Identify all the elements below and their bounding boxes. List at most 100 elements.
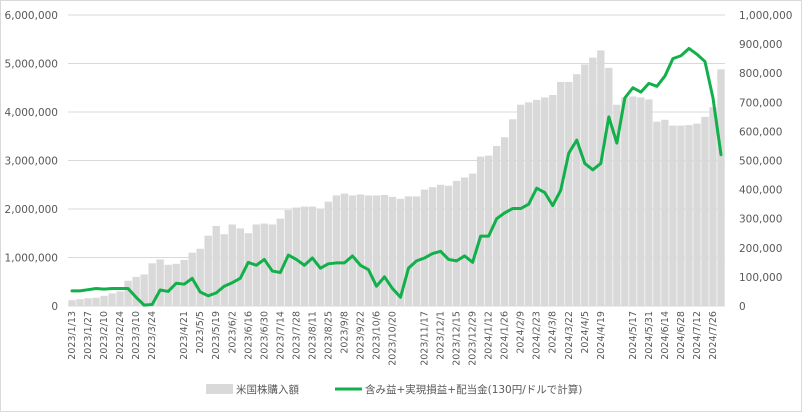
bar bbox=[444, 185, 453, 306]
bar bbox=[669, 125, 677, 306]
bar bbox=[468, 173, 477, 306]
bar bbox=[492, 145, 501, 306]
x-tick-label: 2024/2/23 bbox=[532, 311, 543, 360]
y-right-tick-label: 700,000 bbox=[739, 97, 782, 109]
bar bbox=[276, 218, 285, 306]
x-tick-label: 2023/2/24 bbox=[115, 311, 126, 360]
bar bbox=[84, 298, 92, 306]
bar bbox=[140, 274, 148, 306]
x-tick-label: 2023/1/27 bbox=[83, 311, 94, 360]
bar bbox=[573, 74, 581, 306]
x-tick-label: 2023/12/29 bbox=[468, 311, 479, 366]
bar bbox=[621, 97, 629, 306]
bar bbox=[212, 225, 220, 306]
y-left-tick-label: 5,000,000 bbox=[5, 59, 58, 71]
bar bbox=[260, 223, 268, 306]
y-right-tick-label: 200,000 bbox=[739, 243, 782, 255]
bar bbox=[508, 119, 517, 307]
bar bbox=[156, 259, 164, 306]
bar bbox=[661, 119, 669, 306]
bar bbox=[581, 64, 589, 306]
bar bbox=[484, 155, 493, 306]
bar bbox=[268, 224, 276, 306]
bar bbox=[685, 125, 693, 306]
y-right-tick-label: 100,000 bbox=[739, 272, 782, 284]
x-tick-label: 2023/2/10 bbox=[99, 311, 110, 360]
x-tick-label: 2024/4/19 bbox=[596, 311, 607, 360]
bar bbox=[204, 235, 212, 306]
bar bbox=[613, 104, 621, 306]
x-tick-label: 2024/6/28 bbox=[676, 311, 687, 360]
x-tick-label: 2023/12/15 bbox=[452, 311, 463, 366]
x-tick-label: 2023/7/28 bbox=[291, 311, 302, 360]
bar bbox=[476, 156, 485, 306]
y-left-tick-label: 6,000,000 bbox=[5, 10, 58, 22]
x-tick-label: 2024/1/12 bbox=[484, 311, 495, 360]
y-right-tick-label: 0 bbox=[739, 301, 746, 313]
bar bbox=[557, 81, 565, 307]
y-left-tick-label: 2,000,000 bbox=[5, 204, 58, 216]
bar bbox=[236, 228, 244, 306]
x-tick-label: 2023/8/11 bbox=[307, 311, 318, 360]
y-left-tick-label: 0 bbox=[51, 301, 58, 313]
bar bbox=[300, 206, 309, 306]
bar bbox=[220, 234, 228, 306]
y-right-tick-label: 400,000 bbox=[739, 185, 782, 197]
x-tick-label: 2024/6/14 bbox=[660, 311, 671, 360]
x-tick-label: 2023/9/22 bbox=[355, 311, 366, 360]
bar bbox=[541, 97, 549, 306]
y-axis-right: 0 100,000 200,000 300,000 400,000 500,000 600,… bbox=[739, 10, 792, 313]
bar bbox=[517, 104, 525, 306]
bar bbox=[452, 180, 461, 306]
bar bbox=[428, 187, 437, 306]
bar bbox=[228, 224, 236, 306]
y-left-tick-label: 3,000,000 bbox=[5, 156, 58, 168]
x-tick-label: 2023/3/24 bbox=[147, 311, 158, 360]
bar bbox=[372, 195, 381, 306]
bar bbox=[396, 198, 405, 306]
bar bbox=[116, 291, 124, 306]
y-axis-left: 0 1,000,000 2,000,000 3,000,000 4,000,000 5,0… bbox=[5, 10, 58, 313]
bar bbox=[717, 69, 725, 306]
x-tick-label: 2024/2/9 bbox=[516, 311, 527, 354]
x-tick-label: 2024/7/26 bbox=[708, 311, 719, 360]
bar bbox=[196, 248, 204, 306]
x-tick-label: 2023/6/16 bbox=[243, 311, 254, 360]
legend-label-purchase-amount: 米国株購入額 bbox=[236, 383, 299, 396]
bar bbox=[589, 57, 597, 307]
bar bbox=[677, 125, 685, 306]
x-tick-label: 2024/5/31 bbox=[644, 311, 655, 360]
bar bbox=[629, 96, 637, 306]
y-right-tick-label: 800,000 bbox=[739, 68, 782, 80]
x-tick-label: 2024/7/12 bbox=[692, 311, 703, 360]
bar bbox=[605, 67, 613, 307]
x-tick-label: 2024/4/5 bbox=[580, 311, 591, 354]
bar bbox=[533, 99, 541, 306]
bar bbox=[701, 116, 709, 306]
y-right-tick-label: 300,000 bbox=[739, 214, 782, 226]
bar bbox=[308, 206, 317, 306]
x-tick-label: 2023/6/30 bbox=[259, 311, 270, 360]
x-tick-label: 2023/3/10 bbox=[131, 311, 142, 360]
bar bbox=[460, 177, 469, 306]
x-tick-label: 2024/3/22 bbox=[564, 311, 575, 360]
x-tick-label: 2023/5/19 bbox=[211, 311, 222, 360]
bar bbox=[292, 207, 301, 306]
bar bbox=[244, 233, 252, 306]
x-tick-label: 2023/8/25 bbox=[323, 311, 334, 360]
bar bbox=[709, 107, 717, 307]
x-tick-label: 2024/1/26 bbox=[500, 311, 511, 360]
bar bbox=[565, 81, 573, 307]
bar bbox=[597, 50, 605, 306]
bar bbox=[340, 193, 349, 306]
bar bbox=[348, 195, 357, 306]
x-tick-label: 2023/5/5 bbox=[195, 311, 206, 354]
x-tick-label: 2023/7/14 bbox=[275, 311, 286, 360]
legend: 米国株購入額 含み益+実現損益+配当金(130円/ドルで計算) bbox=[206, 383, 582, 396]
y-right-tick-label: 500,000 bbox=[739, 156, 782, 168]
bar bbox=[148, 263, 156, 306]
bar-series-purchase-amount bbox=[68, 50, 725, 307]
bar bbox=[68, 300, 76, 306]
bar bbox=[653, 121, 661, 306]
x-tick-label: 2023/12/1 bbox=[436, 311, 447, 360]
